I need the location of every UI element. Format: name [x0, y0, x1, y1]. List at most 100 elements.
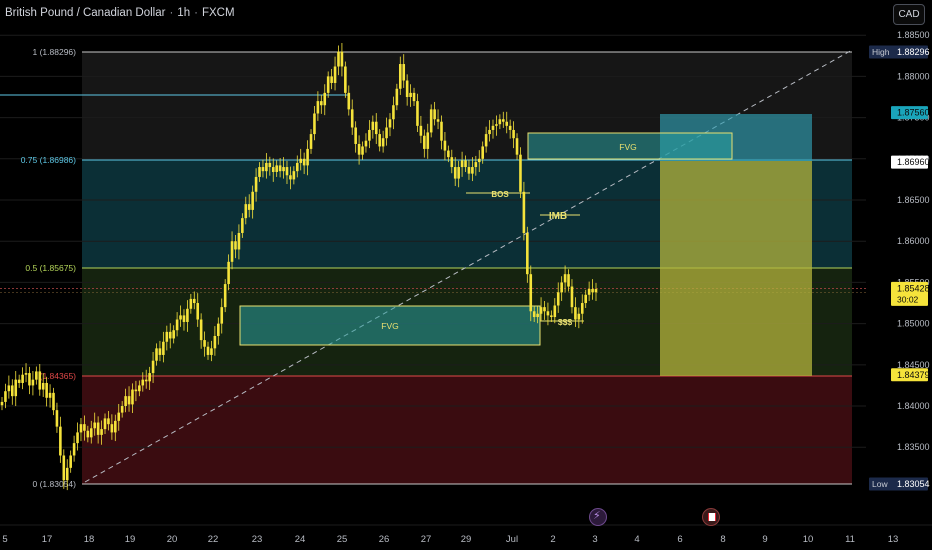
candle-body	[182, 315, 186, 322]
fvg-box-upper	[527, 132, 733, 160]
candle-body	[546, 311, 550, 316]
candle-body	[79, 424, 83, 433]
candle	[361, 141, 364, 160]
price-label-value: 1.88296	[897, 47, 930, 57]
x-axis-tick-label: 29	[461, 534, 472, 545]
candle-body	[103, 418, 107, 430]
candle	[443, 132, 447, 161]
candle	[436, 109, 440, 130]
candle	[275, 160, 278, 177]
candle	[584, 289, 587, 308]
candle	[79, 417, 83, 442]
candle	[230, 231, 234, 270]
candle-body	[234, 241, 237, 250]
candle	[467, 159, 471, 180]
candle-body	[114, 420, 117, 433]
candle	[258, 162, 261, 182]
candle	[148, 366, 151, 390]
candle-body	[419, 125, 423, 136]
candle	[182, 309, 186, 331]
y-axis-tick-label: 1.85000	[897, 319, 930, 329]
candle-body	[213, 335, 217, 349]
candle-body	[247, 204, 251, 210]
candle-body	[285, 167, 289, 176]
candle	[292, 166, 296, 185]
candle-body	[110, 424, 114, 433]
candle	[354, 121, 357, 153]
candle	[234, 235, 237, 259]
candle	[131, 383, 134, 414]
candle	[237, 224, 241, 260]
candle	[460, 151, 464, 177]
canada-flag-icon[interactable]	[702, 508, 720, 526]
candle	[158, 340, 162, 362]
candle	[395, 83, 399, 111]
lightning-icon[interactable]	[589, 508, 607, 526]
candle-body	[584, 294, 587, 304]
candle	[254, 168, 258, 202]
price-label-badge: Low 1.83054	[869, 477, 930, 491]
candle	[210, 340, 213, 362]
candle	[471, 157, 474, 182]
candle	[165, 325, 169, 351]
candle	[450, 149, 454, 174]
candle	[357, 135, 361, 165]
candle-body	[175, 319, 179, 331]
candle-body	[436, 119, 440, 122]
price-label-value: 1.85428	[897, 283, 930, 293]
candle-body	[237, 232, 241, 250]
price-label-bg	[891, 106, 928, 120]
candle	[89, 420, 93, 444]
candle-body	[158, 348, 162, 355]
candle-body	[320, 101, 323, 106]
x-axis-tick-label: Jul	[506, 534, 518, 545]
candle	[268, 156, 272, 176]
interval-label[interactable]: 1h	[177, 7, 191, 19]
candle	[553, 298, 557, 324]
price-label-bg	[891, 368, 928, 382]
candle	[587, 281, 591, 301]
candle-body	[553, 305, 557, 318]
candle-body	[402, 64, 406, 81]
candle	[62, 449, 66, 489]
candle-body	[443, 140, 447, 151]
x-axis-tick-label: 8	[720, 534, 725, 545]
candle	[127, 386, 131, 412]
candle	[120, 401, 124, 418]
price-label-prefix: Low	[872, 479, 888, 489]
candle-body	[155, 348, 158, 361]
candle	[107, 410, 110, 431]
fib-level-label: (1.84365)	[40, 371, 77, 381]
candle-body	[192, 298, 196, 304]
candle	[217, 317, 220, 345]
candle	[299, 148, 303, 171]
candle	[86, 425, 90, 443]
candle	[453, 157, 457, 187]
candle-body	[117, 412, 121, 421]
currency-button[interactable]: CAD	[893, 4, 925, 25]
candle	[402, 54, 406, 88]
candle-body	[484, 134, 488, 147]
candle-body	[433, 109, 436, 120]
candle-body	[148, 373, 151, 382]
candle	[28, 366, 31, 395]
x-axis-tick-label: 24	[295, 534, 306, 545]
price-label-value: 1.84379	[897, 370, 930, 380]
candle	[405, 74, 409, 106]
candle-body	[7, 385, 11, 392]
candle	[333, 56, 337, 91]
candle-body	[254, 176, 258, 192]
candle-body	[227, 261, 230, 285]
candle-body	[333, 66, 337, 83]
candle	[340, 43, 344, 77]
y-axis-tick-label: 1.86000	[897, 236, 930, 246]
candle-body	[567, 274, 570, 287]
candle-body	[316, 101, 320, 114]
candle-body	[302, 158, 306, 166]
candle-body	[344, 66, 347, 93]
candle-body	[474, 162, 478, 168]
candle-body	[52, 392, 55, 411]
x-axis-tick-label: 5	[2, 534, 7, 545]
candle-body	[556, 292, 560, 306]
